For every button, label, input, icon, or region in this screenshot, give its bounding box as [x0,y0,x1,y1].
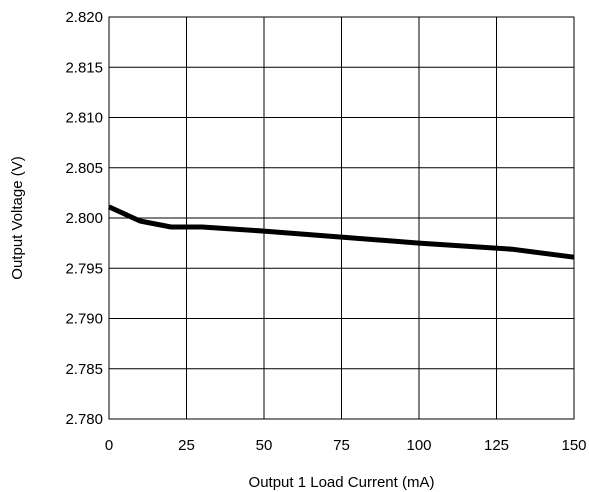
series-line-0 [107,204,575,260]
y-tick-label: 2.785 [65,361,103,378]
y-tick-label: 2.815 [65,59,103,76]
y-axis-label: Output Voltage (V) [9,156,26,279]
y-tick-label: 2.805 [65,160,103,177]
y-tick-label: 2.790 [65,311,103,328]
x-tick-label: 125 [484,437,509,454]
series-group [107,204,575,260]
y-tick-label: 2.780 [65,411,103,428]
x-tick-label: 50 [256,437,273,454]
y-tick-label: 2.800 [65,210,103,227]
y-tick-label: 2.820 [65,9,103,26]
x-tick-label: 25 [178,437,195,454]
y-tick-label: 2.810 [65,110,103,127]
x-tick-label: 75 [333,437,350,454]
y-tick-label: 2.795 [65,260,103,277]
x-tick-label: 150 [561,437,586,454]
x-axis-label: Output 1 Load Current (mA) [249,474,435,491]
x-tick-label: 0 [105,437,113,454]
plot-frame [108,16,575,420]
grid [108,16,575,420]
y-axis-ticks: 2.820 2.815 2.810 2.805 2.800 2.795 2.790 2.785… [65,9,103,428]
x-axis-ticks: 0 25 50 75 100 125 150 [105,437,587,454]
x-tick-label: 100 [406,437,431,454]
